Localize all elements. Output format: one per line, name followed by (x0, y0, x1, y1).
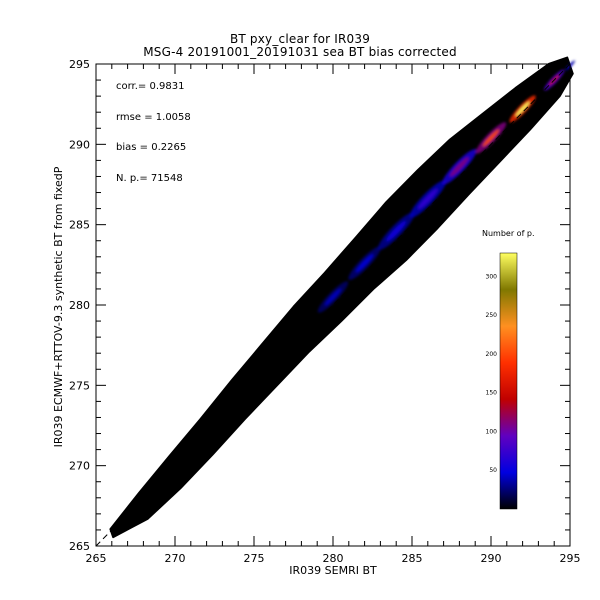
y-tick-label: 295 (69, 58, 90, 71)
y-tick-label: 275 (69, 379, 90, 392)
x-tick-label: 295 (560, 552, 581, 565)
x-tick-label: 270 (165, 552, 186, 565)
density-envelope (109, 56, 574, 539)
x-axis-label: IR039 SEMRI BT (289, 564, 377, 577)
stat-np: N. p.= 71548 (116, 173, 183, 184)
density-core (482, 129, 500, 147)
y-tick-label: 280 (69, 299, 90, 312)
x-tick-label: 275 (244, 552, 265, 565)
density-core (515, 101, 530, 117)
colorbar-tick-label: 300 (486, 273, 498, 280)
density-core (386, 220, 407, 242)
stat-corr: corr.= 0.9831 (116, 81, 184, 92)
colorbar-tick-label: 50 (489, 467, 497, 474)
density-core (355, 254, 374, 273)
colorbar (499, 252, 518, 510)
x-tick-label: 285 (402, 552, 423, 565)
colorbar-tick-label: 150 (486, 390, 498, 397)
y-tick-label: 285 (69, 219, 90, 232)
x-tick-label: 265 (86, 552, 107, 565)
stat-rmse: rmse = 1.0058 (116, 112, 191, 123)
density-core (324, 288, 342, 306)
density-core (450, 157, 469, 177)
x-tick-label: 280 (323, 552, 344, 565)
x-tick-label: 290 (481, 552, 502, 565)
density-core (417, 188, 438, 210)
colorbar-title: Number of p. (482, 229, 535, 238)
colorbar-tick-label: 250 (486, 312, 498, 319)
reference-line (95, 63, 571, 547)
colorbar-tick-label: 100 (486, 428, 498, 435)
chart-subtitle: MSG-4 20191001_20191031 sea BT bias corr… (143, 45, 457, 59)
stat-bias: bias = 0.2265 (116, 142, 186, 153)
y-tick-label: 270 (69, 460, 90, 473)
chart-title: BT pxy_clear for IR039 (229, 32, 371, 46)
colorbar-tick-label: 200 (486, 351, 498, 358)
y-tick-label: 265 (69, 540, 90, 553)
y-tick-label: 290 (69, 138, 90, 151)
y-axis-label: IR039 ECMWF+RTTOV-9.3 synthetic BT from … (52, 166, 65, 447)
